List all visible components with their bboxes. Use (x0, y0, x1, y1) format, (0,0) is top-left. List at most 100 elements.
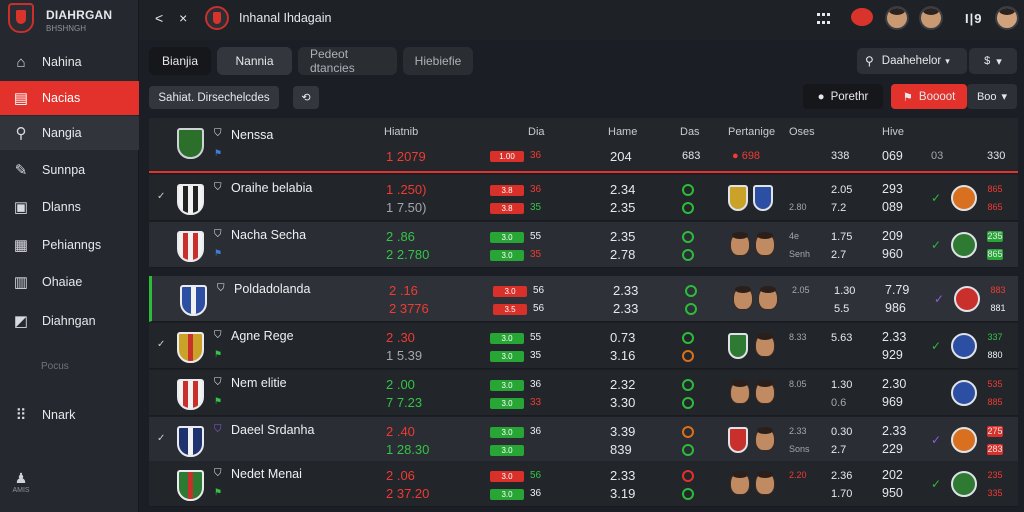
shield-icon: ⛉ (214, 424, 222, 435)
avatar[interactable] (885, 6, 909, 30)
table-row[interactable]: ✓ ⛉ ⚑ Agne Rege 2 .30 1 5.39 3.0 3.0 55 … (149, 323, 1018, 369)
stat-value: 969 (882, 395, 903, 409)
table-row[interactable]: ✓ ⛉ Daeel Srdanha 2 .40 1 28.30 3.0 3.0 … (149, 417, 1018, 463)
stat-value: 3.39 (610, 424, 636, 439)
chevron-down-icon[interactable]: ✓ (157, 433, 166, 444)
stat-value: 839 (610, 442, 632, 457)
status-dot (682, 470, 694, 482)
action-button-primary[interactable]: ⚑ Boooot (891, 84, 967, 109)
bar-value: 55 (530, 332, 542, 343)
small-stat: 2.20 (789, 470, 807, 480)
column-header-1[interactable]: Hiatnib (384, 126, 419, 138)
header-number: 204 (610, 149, 632, 164)
tab-bar: Bianjia Nannia Pedeot dtancies Hiebiefie (149, 47, 473, 75)
table-row[interactable]: ⛉ ⚑ Nem elitie 2 .00 7 7.23 3.0 3.0 36 3… (149, 370, 1018, 416)
shield-icon: ⛉ (214, 377, 222, 388)
sidebar-item-8[interactable]: ◩ Diahngan (0, 304, 139, 338)
brand[interactable]: DIAHRGAN BHSHNGH (8, 3, 136, 39)
avatar[interactable] (919, 6, 943, 30)
tab-3[interactable]: Pedeot dtancies (298, 47, 397, 75)
sidebar-item-label: Nnark (42, 408, 76, 422)
folder-icon: ▦ (13, 237, 29, 254)
bar-value: 56 (533, 285, 545, 296)
chevron-down-icon[interactable]: ✓ (157, 191, 166, 202)
stat-value: 7.2 (831, 202, 847, 214)
status-dot (682, 444, 694, 456)
header-bar: 1.00 (490, 151, 524, 162)
stat-value: 2.33 (613, 283, 639, 298)
action-button-dark[interactable]: ● Porethr (803, 84, 883, 109)
value-secondary: 1 7.50) (386, 200, 427, 215)
tab-2[interactable]: Nannia (217, 47, 292, 75)
sidebar-item-extra[interactable]: ⠿ Nnark (0, 398, 139, 432)
club-crest-icon (205, 6, 229, 30)
tab-1[interactable]: Bianjia (149, 47, 211, 75)
odds-bar: 3.0 (490, 398, 524, 409)
sidebar-item-7[interactable]: ▥ Ohaiae (0, 265, 139, 299)
stat-value: 0.30 (831, 426, 853, 438)
status-dot (682, 184, 694, 196)
chevron-down-icon[interactable]: ✓ (157, 339, 166, 350)
stat-value: 2.33 (610, 468, 636, 483)
sidebar-item-5[interactable]: ▣ Dlanns (0, 190, 139, 224)
refresh-button[interactable]: ⟲ (293, 86, 319, 109)
sidebar-item-4[interactable]: ✎ Sunnpa (0, 153, 139, 187)
small-stat: Sons (789, 444, 810, 454)
flag-icon: ⚑ (902, 91, 913, 104)
grid-icon: ⠿ (15, 407, 27, 424)
team-badge-icon (951, 185, 977, 211)
check-icon: ✓ (931, 477, 942, 491)
column-header-2[interactable]: Dia (528, 126, 545, 138)
value-primary: 2 .40 (386, 424, 415, 439)
player-photo (755, 232, 775, 256)
table-row[interactable]: ⛉ ⚑ Nacha Secha 2 .86 2 2.780 3.0 3.0 55… (149, 222, 1018, 268)
flag-icon: ⚑ (214, 396, 223, 406)
column-header-6[interactable]: Oses (789, 126, 815, 138)
user-avatar[interactable] (995, 6, 1019, 30)
sidebar-item-1[interactable]: ⌂ Nahina (0, 45, 139, 79)
player-photo (755, 427, 775, 451)
column-header-7[interactable]: Hive (882, 126, 905, 138)
column-header-4[interactable]: Das (680, 126, 700, 138)
stat-value: 2.05 (831, 184, 853, 196)
sidebar-item-3[interactable]: ⚲ Nangia (0, 116, 139, 150)
sidebar-footer[interactable]: ♟ AMIS (8, 470, 34, 494)
rating-value: 865 (987, 184, 1003, 194)
table-row[interactable]: ⛉ ⚑ Nedet Menai 2 .06 2 37.20 3.0 3.0 56… (149, 461, 1018, 507)
filter-chip[interactable]: Sahiat. Dirsechelcdes (149, 86, 279, 109)
team-badge-icon (951, 380, 977, 406)
column-header-5[interactable]: Pertanige (728, 126, 776, 138)
apps-grid-icon[interactable] (817, 13, 830, 26)
header-value: 1 2079 (386, 149, 426, 164)
sidebar-item-2[interactable]: ▤ Nacias (0, 81, 139, 115)
rating-value: 283 (987, 444, 1003, 455)
check-icon: ✓ (931, 433, 942, 447)
team-badge-icon (951, 427, 977, 453)
options-dropdown[interactable]: Boo ▾ (967, 84, 1017, 109)
check-icon: ✓ (931, 238, 942, 252)
status-dot (682, 350, 694, 362)
chevron-down-icon: ▾ (1001, 91, 1008, 103)
sidebar-item-6[interactable]: ▦ Pehianngs (0, 228, 139, 262)
sort-dropdown[interactable]: $ ▾ (969, 48, 1017, 74)
status-dot (682, 332, 694, 344)
back-close-controls[interactable]: < × (155, 10, 194, 26)
table-row[interactable]: ✓ ⛉ Oraihe belabia 1 .250) 1 7.50) 3.8 3… (149, 175, 1018, 221)
notification-icon[interactable] (851, 8, 873, 26)
column-header-3[interactable]: Hame (608, 126, 638, 138)
column-header-name: Nenssa (231, 128, 274, 142)
tab-4[interactable]: Hiebiefie (403, 47, 473, 75)
rating-value: 337 (987, 332, 1003, 342)
table-row-selected[interactable]: ⛉ Poldadolanda 2 .16 2 3776 3.0 3.5 56 5… (149, 276, 1018, 322)
home-icon: ⌂ (16, 53, 26, 71)
stat-value: 089 (882, 200, 903, 214)
search-input[interactable]: ⚲ Daahehelor ▾ (857, 48, 967, 74)
stat-value: 2.78 (610, 247, 636, 262)
sidebar-footer-label: AMIS (12, 487, 30, 494)
stat-value: 2.35 (610, 229, 636, 244)
rating-value: 865 (987, 249, 1003, 260)
stat-value: 1.30 (831, 379, 853, 391)
odds-bar: 3.0 (490, 489, 524, 500)
sidebar-item-label: Pehianngs (42, 238, 102, 252)
sort-label: $ (984, 55, 991, 67)
